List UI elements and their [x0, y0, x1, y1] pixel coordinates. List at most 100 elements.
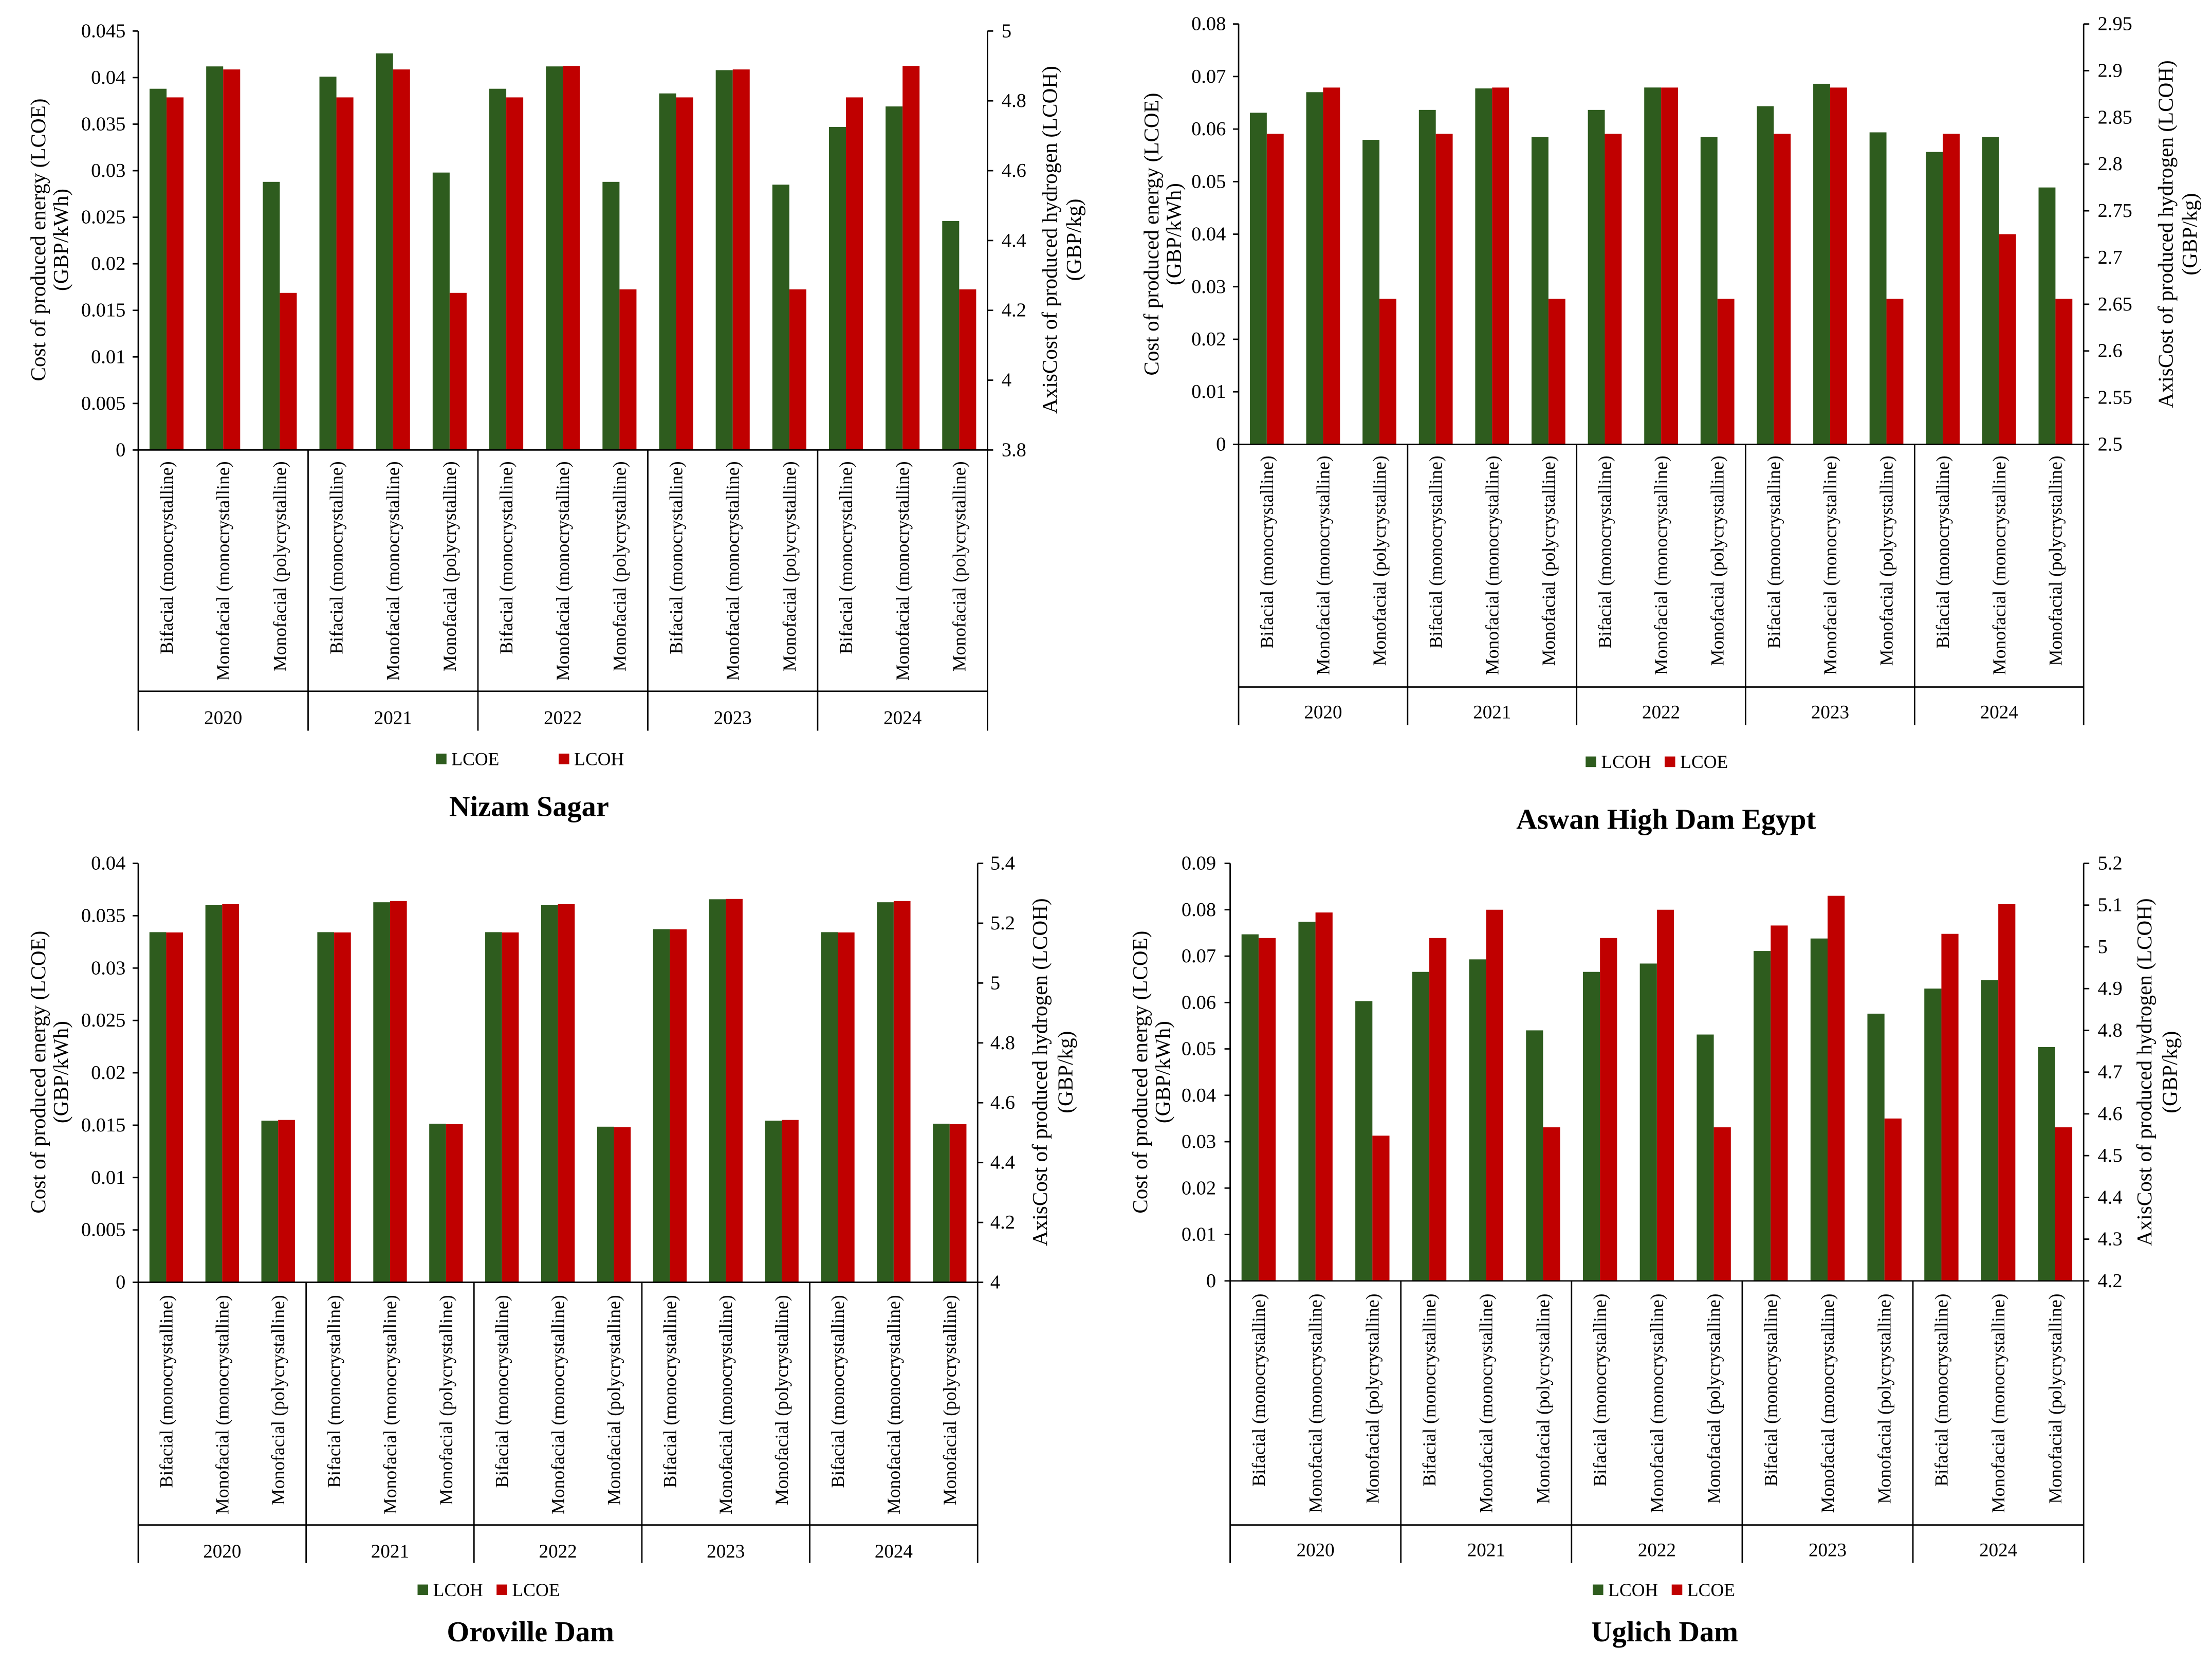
y-axis-tick-label: 0.08 — [1182, 899, 1216, 921]
legend-swatch-lcoe — [1664, 756, 1675, 767]
y-axis-tick-label: 0.06 — [1191, 118, 1226, 140]
category-label: Bifacial (monocrystalline) — [156, 461, 177, 654]
chart-title: Nizam Sagar — [449, 791, 609, 823]
legend-label-lcoh: LCOH — [574, 748, 624, 769]
y2-axis-tick-label: 4.2 — [990, 1212, 1015, 1233]
bar-lcoe-2022-monofacial-monocrystalline — [558, 904, 575, 1283]
bar-lcoe-2021-monofacial-monocrystalline — [1492, 87, 1509, 445]
bar-lcoh-2022-monofacial-monocrystalline — [1639, 963, 1657, 1281]
category-label: Monofacial (monocrystalline) — [892, 461, 913, 681]
y2-axis-tick-label: 2.6 — [2098, 340, 2123, 362]
bar-lcoe-2024-monofacial-polycrystalline — [2055, 1127, 2073, 1281]
bar-lcoe-2023-bifacial-monocrystalline — [1771, 925, 1788, 1281]
bar-lcoe-2021-bifacial-monocrystalline — [334, 932, 351, 1283]
bar-lcoh-2021-monofacial-polycrystalline — [1531, 137, 1549, 445]
category-label: Monofacial (polycrystalline) — [2045, 1294, 2066, 1504]
bar-lcoe-2020-monofacial-polycrystalline — [263, 181, 280, 450]
y-axis-tick-label: 0.05 — [1182, 1038, 1216, 1060]
category-label: Monofacial (monocrystalline) — [213, 461, 233, 681]
category-label: Monofacial (polycrystalline) — [779, 461, 800, 671]
bar-lcoh-2022-bifacial-monocrystalline — [485, 932, 502, 1283]
y2-axis-tick-label: 2.55 — [2098, 387, 2132, 409]
legend-label-lcoh: LCOH — [433, 1580, 483, 1600]
y-axis-tick-label: 0.025 — [81, 1010, 125, 1031]
year-group-label: 2021 — [371, 1541, 409, 1562]
year-group-label: 2021 — [1467, 1540, 1505, 1561]
y-axis-tick-label: 0.03 — [91, 160, 125, 181]
category-label: Monofacial (polycrystalline) — [1538, 455, 1559, 666]
bar-lcoe-2021-monofacial-monocrystalline — [1486, 909, 1503, 1281]
category-label: Monofacial (monocrystalline) — [883, 1295, 904, 1514]
y2-axis-tick-label: 4.9 — [2098, 978, 2123, 999]
y2-axis-tick-label: 4.4 — [990, 1152, 1015, 1174]
bar-lcoe-2021-bifacial-monocrystalline — [319, 77, 337, 450]
bar-lcoh-2023-bifacial-monocrystalline — [1757, 106, 1774, 445]
bar-lcoh-2024-monofacial-polycrystalline — [2038, 1047, 2055, 1281]
bar-lcoe-2023-bifacial-monocrystalline — [1774, 134, 1791, 445]
bar-lcoh-2024-bifacial-monocrystalline — [1924, 988, 1942, 1281]
y-axis-tick-label: 0.08 — [1191, 13, 1226, 35]
bar-lcoe-2023-monofacial-polycrystalline — [782, 1120, 799, 1283]
bar-lcoh-2021-bifacial-monocrystalline — [317, 932, 335, 1283]
y2-axis-title: (GBP/kg) — [1062, 198, 1086, 281]
category-label: Monofacial (polycrystalline) — [949, 461, 969, 671]
chart-oroville-dam: 0 0.005 0.01 0.015 0.02 0.025 0.03 0.035 0.04 4 4.… — [26, 853, 1077, 1649]
category-label: Monofacial (monocrystalline) — [212, 1295, 232, 1514]
category-label: Bifacial (monocrystalline) — [1248, 1294, 1269, 1487]
y-axis-tick-label: 0.03 — [1182, 1131, 1216, 1152]
bar-lcoe-2024-monofacial-monocrystalline — [1999, 234, 2016, 445]
category-label: Monofacial (polycrystalline) — [1707, 455, 1728, 666]
category-label: Monofacial (monocrystalline) — [715, 1295, 736, 1514]
chart-uglich-dam: 0 0.01 0.02 0.03 0.04 0.05 0.06 0.07 0.08 0.09 4.2… — [1128, 853, 2182, 1649]
bar-lcoh-2024-monofacial-monocrystalline — [1981, 980, 1999, 1281]
category-label: Bifacial (monocrystalline) — [1932, 455, 1953, 648]
chart-nizam-sagar: 0 0.005 0.01 0.015 0.02 0.025 0.03 0.035 0.04 0.0… — [26, 20, 1086, 822]
category-label: Bifacial (monocrystalline) — [1257, 455, 1277, 648]
bar-lcoe-2023-bifacial-monocrystalline — [659, 93, 676, 450]
legend-label-lcoe: LCOE — [512, 1580, 560, 1600]
category-label: Monofacial (monocrystalline) — [552, 461, 573, 681]
bar-lcoh-2024-bifacial-monocrystalline — [846, 97, 863, 450]
y-axis-tick-label: 0.09 — [1182, 853, 1216, 874]
bar-lcoh-2021-monofacial-monocrystalline — [1475, 88, 1492, 445]
bar-lcoe-2023-monofacial-monocrystalline — [726, 899, 743, 1283]
bar-lcoh-2024-bifacial-monocrystalline — [1926, 152, 1943, 445]
bar-lcoh-2022-bifacial-monocrystalline — [506, 97, 524, 450]
bar-lcoh-2022-monofacial-polycrystalline — [619, 289, 637, 450]
legend: LCOE LCOH — [436, 748, 624, 769]
category-label: Monofacial (polycrystalline) — [439, 461, 460, 671]
category-label: Monofacial (polycrystalline) — [268, 1295, 288, 1505]
category-label: Monofacial (monocrystalline) — [1476, 1294, 1497, 1513]
category-label: Monofacial (monocrystalline) — [1313, 455, 1333, 675]
bar-lcoh-2022-monofacial-polycrystalline — [1697, 1034, 1714, 1281]
bar-lcoe-2021-bifacial-monocrystalline — [1429, 938, 1447, 1281]
y2-axis-title: AxisCost of produced hydrogen (LCOH) — [2132, 898, 2156, 1246]
y2-axis-title: AxisCost of produced hydrogen (LCOH) — [1028, 898, 1052, 1246]
y-axis-tick-label: 0.015 — [81, 300, 125, 321]
y2-axis-tick-label: 4.8 — [1002, 90, 1026, 112]
y-axis-tick-label: 0.045 — [81, 20, 125, 42]
y2-axis-tick-label: 5.1 — [2098, 894, 2123, 916]
y2-axis-tick-label: 4 — [1002, 370, 1011, 391]
category-label: Bifacial (monocrystalline) — [836, 461, 856, 654]
bar-lcoh-2020-bifacial-monocrystalline — [1241, 934, 1259, 1281]
bar-lcoh-2024-bifacial-monocrystalline — [821, 932, 838, 1283]
y-axis-tick-label: 0.06 — [1182, 992, 1216, 1013]
category-label: Monofacial (monocrystalline) — [1820, 455, 1840, 675]
category-label: Bifacial (monocrystalline) — [666, 461, 687, 654]
y-axis-tick-label: 0.02 — [91, 253, 125, 274]
y-axis-title: (GBP/kWh) — [1151, 1021, 1175, 1123]
bar-series-group — [149, 899, 967, 1283]
y2-axis-tick-label: 5 — [990, 972, 1000, 994]
legend-swatch-lcoh — [1592, 1584, 1603, 1596]
y-axis-title: (GBP/kWh) — [49, 189, 73, 291]
category-label: Bifacial (monocrystalline) — [659, 1295, 680, 1488]
bar-lcoh-2024-monofacial-monocrystalline — [877, 902, 894, 1283]
bar-lcoh-2021-monofacial-monocrystalline — [1469, 959, 1486, 1281]
bar-series-group — [1249, 83, 2073, 445]
category-label: Monofacial (monocrystalline) — [1647, 1294, 1667, 1513]
legend-swatch-lcoe — [496, 1584, 507, 1596]
y2-axis-tick-label: 4.5 — [2098, 1145, 2123, 1166]
y-axis-tick-label: 0.01 — [91, 1167, 125, 1188]
year-group-label: 2023 — [707, 1541, 745, 1562]
